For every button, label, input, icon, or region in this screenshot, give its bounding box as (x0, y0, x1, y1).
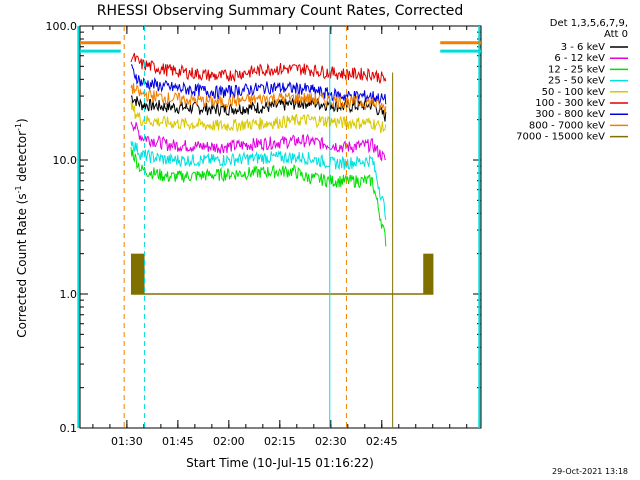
series-4 (130, 100, 387, 134)
y-tick-label: 10.0 (53, 154, 78, 167)
series-line (130, 140, 387, 220)
series-3 (130, 140, 387, 220)
series-5 (130, 52, 387, 84)
series-burst (130, 253, 145, 294)
y-tick-label: 100.0 (46, 20, 78, 33)
x-tick-label: 02:00 (213, 435, 245, 448)
series-line (130, 64, 387, 105)
y-ticks: 100.0 10.0 1.0 0.1 (46, 20, 481, 435)
x-tick-label: 01:45 (162, 435, 194, 448)
series-line (130, 52, 387, 84)
x-tick-label: 02:45 (366, 435, 398, 448)
series-burst (423, 253, 434, 294)
legend-entry-label: 300 - 800 keV (535, 109, 605, 120)
series-line (130, 121, 386, 162)
y-tick-label: 1.0 (60, 288, 78, 301)
series-8 (130, 253, 434, 295)
chart-title: RHESSI Observing Summary Count Rates, Co… (97, 3, 463, 19)
legend-entry-label: 100 - 300 keV (535, 98, 605, 109)
x-tick-label: 01:30 (111, 435, 143, 448)
footer-timestamp: 29-Oct-2021 13:18 (552, 467, 628, 476)
y-tick-label: 0.1 (60, 422, 78, 435)
series-6 (130, 64, 387, 105)
series-line (130, 83, 387, 115)
series-1 (130, 121, 386, 162)
legend-entry-label: 50 - 100 keV (542, 87, 606, 98)
x-axis-label: Start Time (10-Jul-15 01:16:22) (186, 456, 374, 470)
legend-entry-label: 6 - 12 keV (554, 53, 605, 64)
legend-entry-label: 7000 - 15000 keV (516, 132, 605, 143)
plot-frame (79, 25, 482, 429)
legend-entry-label: 3 - 6 keV (561, 42, 605, 53)
interval-lines (77, 26, 481, 428)
series-line (130, 100, 387, 134)
legend-entry-label: 800 - 7000 keV (529, 120, 605, 131)
x-tick-label: 02:30 (315, 435, 347, 448)
y-axis-label: Corrected Count Rate (s-1 detector-1) (14, 118, 29, 337)
series-layer (130, 52, 434, 295)
series-0 (130, 95, 387, 122)
legend-entry-label: 12 - 25 keV (548, 64, 605, 75)
series-line (130, 95, 387, 122)
legend-header-line-2: Att 0 (604, 29, 628, 40)
series-line (130, 147, 387, 247)
series-2 (130, 147, 387, 247)
legend-entry-label: 25 - 50 keV (548, 76, 605, 87)
series-7 (130, 83, 387, 115)
legend-header-line-1: Det 1,3,5,6,7,9, (550, 18, 628, 29)
x-tick-label: 02:15 (264, 435, 296, 448)
x-ticks: 01:30 01:45 02:00 02:15 02:30 02:45 (92, 26, 468, 448)
